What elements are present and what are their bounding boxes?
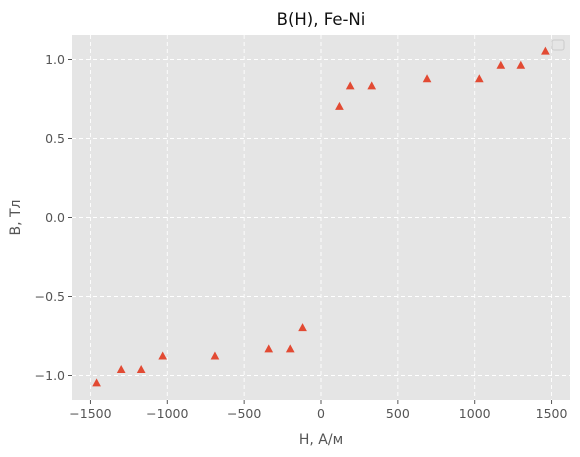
y-tick-label: 0.5 — [45, 131, 65, 146]
data-point — [158, 351, 168, 360]
y-axis-ticks: −1.0 −0.5 0.0 0.5 1.0 — [35, 52, 72, 383]
data-point — [474, 74, 484, 83]
data-point — [367, 81, 377, 90]
x-tick-label: −500 — [227, 406, 261, 421]
y-tick-label: 0.0 — [45, 210, 65, 225]
y-axis-title: B, Тл — [8, 199, 24, 235]
data-point — [541, 46, 550, 55]
data-point — [116, 364, 126, 373]
chart-title: B(H), Fe-Ni — [277, 10, 366, 29]
x-axis-title: H, А/м — [299, 432, 343, 448]
x-tick-label: 1500 — [536, 406, 568, 421]
data-point — [516, 60, 526, 69]
data-point — [496, 60, 506, 69]
y-tick-label: −0.5 — [35, 289, 65, 304]
x-tick-label: −1000 — [146, 406, 188, 421]
data-point — [285, 344, 295, 353]
data-point — [92, 378, 101, 387]
data-point — [422, 74, 432, 83]
data-point — [264, 344, 274, 353]
x-tick-label: 500 — [386, 406, 410, 421]
data-point — [136, 364, 146, 373]
x-tick-label: −1500 — [69, 406, 111, 421]
data-point — [335, 101, 344, 110]
y-tick-label: −1.0 — [35, 368, 65, 383]
x-axis-ticks: −1500 −1000 −500 0 500 1000 1500 — [69, 400, 568, 421]
data-point — [210, 351, 220, 360]
data-points — [92, 46, 550, 387]
data-point — [345, 81, 355, 90]
y-tick-label: 1.0 — [45, 52, 65, 67]
data-point — [298, 323, 307, 332]
legend-box — [551, 39, 565, 51]
grid — [72, 35, 570, 400]
x-tick-label: 1000 — [459, 406, 491, 421]
x-tick-label: 0 — [317, 406, 325, 421]
